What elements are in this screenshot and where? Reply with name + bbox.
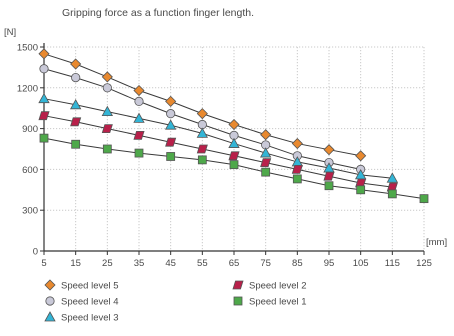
legend-label: Speed level 5 [61, 281, 119, 292]
data-point [101, 124, 113, 134]
data-point [260, 129, 272, 141]
data-point [197, 155, 207, 165]
y-tick-label: 1200 [17, 83, 38, 94]
data-point [292, 174, 302, 184]
series-line [43, 115, 393, 188]
legend-label: Speed level 1 [249, 297, 307, 308]
x-tick-label: 5 [41, 258, 46, 269]
x-tick-label: 95 [324, 258, 335, 269]
legend-item-speed-level-4: Speed level 4 [45, 296, 119, 308]
legend-label: Speed level 2 [249, 281, 307, 292]
legend-marker [44, 279, 56, 291]
data-point [38, 92, 50, 104]
legend-marker [233, 296, 243, 306]
data-point [102, 144, 112, 154]
data-point [101, 105, 114, 116]
legend-item-speed-level-1: Speed level 1 [233, 296, 307, 308]
data-point [419, 194, 429, 204]
data-point [261, 167, 271, 177]
series-speed-level-5 [38, 48, 367, 162]
legend-label: Speed level 4 [61, 297, 119, 308]
x-tick-label: 115 [385, 258, 400, 269]
data-point [165, 137, 177, 147]
data-point [196, 108, 208, 120]
x-tick-label: 75 [260, 258, 271, 269]
data-point [356, 185, 366, 195]
data-point [39, 64, 49, 74]
x-axis-unit: [mm] [426, 237, 447, 248]
data-point [70, 58, 82, 70]
data-point [38, 48, 50, 60]
x-tick-label: 85 [292, 258, 303, 269]
series-speed-level-4 [39, 64, 366, 174]
legend-item-speed-level-5: Speed level 5 [44, 279, 119, 292]
data-series [38, 48, 429, 204]
y-tick-label: 300 [22, 206, 38, 217]
data-point [228, 118, 240, 131]
series-speed-level-3 [38, 92, 399, 183]
data-point [71, 139, 81, 149]
data-point [70, 117, 82, 127]
x-tick-label: 55 [197, 258, 208, 269]
data-point [166, 109, 176, 119]
data-point [39, 133, 49, 143]
data-point [102, 83, 112, 93]
y-tick-label: 600 [22, 165, 38, 176]
data-point [355, 150, 367, 162]
data-point [197, 119, 207, 130]
data-point [196, 144, 208, 154]
series-speed-level-2 [38, 111, 398, 192]
y-tick-label: 1500 [17, 43, 38, 54]
data-point [101, 71, 113, 83]
y-axis-unit: [N] [4, 27, 16, 38]
chart-title: Gripping force as a function finger leng… [62, 7, 254, 19]
x-tick-label: 65 [229, 258, 240, 269]
axes: 0 300 600 900 1200 1500 5 15 25 35 45 55 65 75 85 95 105… [17, 43, 432, 270]
x-tick-label: 35 [134, 258, 145, 269]
data-point [260, 158, 272, 168]
series-line [43, 98, 393, 179]
data-point [133, 130, 145, 140]
data-point [165, 95, 177, 107]
data-point [166, 152, 176, 161]
data-point [134, 96, 144, 107]
data-point [38, 111, 50, 121]
x-tick-label: 125 [416, 258, 432, 269]
data-point [196, 127, 209, 138]
series-speed-level-1 [39, 133, 429, 204]
legend: Speed level 5 Speed level 2 Speed level 4 S… [44, 279, 307, 324]
data-point [291, 137, 303, 150]
data-point [323, 144, 335, 156]
data-point [133, 84, 145, 97]
data-point [387, 189, 397, 199]
data-point [133, 112, 145, 123]
legend-item-speed-level-2: Speed level 2 [232, 280, 307, 292]
data-point [228, 137, 240, 148]
data-point [228, 151, 240, 161]
legend-marker [44, 311, 56, 322]
data-point [69, 98, 82, 110]
legend-marker [232, 280, 244, 290]
x-tick-label: 15 [70, 258, 81, 269]
legend-marker [45, 296, 55, 306]
x-tick-label: 45 [165, 258, 176, 269]
data-point [386, 172, 399, 183]
data-point [323, 171, 335, 181]
y-tick-label: 0 [33, 247, 38, 258]
data-point [134, 148, 144, 158]
legend-label: Speed level 3 [61, 313, 119, 324]
data-point [164, 119, 177, 130]
y-tick-label: 900 [22, 124, 38, 135]
x-tick-label: 25 [102, 258, 113, 269]
x-tick-label: 105 [353, 258, 369, 269]
data-point [229, 160, 239, 170]
data-point [259, 147, 272, 158]
legend-item-speed-level-3: Speed level 3 [44, 311, 119, 324]
data-point [324, 181, 334, 191]
grid [44, 46, 425, 251]
data-point [71, 73, 81, 83]
data-point [291, 164, 303, 174]
